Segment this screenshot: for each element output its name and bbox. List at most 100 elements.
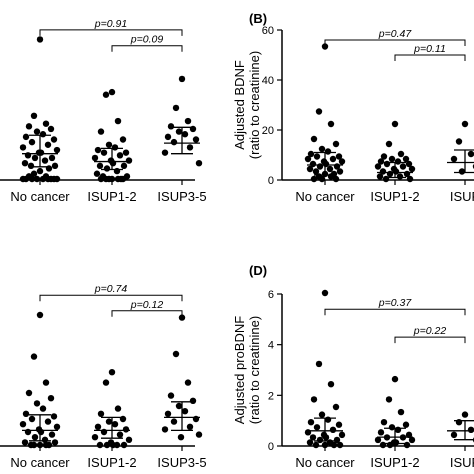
x-category-label: No cancer xyxy=(295,189,355,204)
data-point xyxy=(313,153,321,160)
y-tick-label: 40 xyxy=(262,75,274,87)
data-point xyxy=(108,88,116,96)
y-tick-label: 2 xyxy=(268,390,274,402)
data-point xyxy=(22,410,30,417)
data-point xyxy=(380,153,388,160)
data-point xyxy=(177,434,185,441)
data-point xyxy=(408,165,416,173)
x-category-label: ISUP1-2 xyxy=(87,455,136,470)
data-point xyxy=(97,410,105,417)
data-point xyxy=(467,150,474,158)
data-point xyxy=(316,436,324,444)
data-point xyxy=(21,439,29,446)
data-point xyxy=(405,431,413,439)
data-point xyxy=(394,158,402,165)
data-point xyxy=(31,434,39,441)
data-point xyxy=(377,158,385,165)
data-point xyxy=(392,168,400,175)
data-point xyxy=(116,431,124,438)
p-value-label: p=0.22 xyxy=(413,325,447,337)
x-category-label: No cancer xyxy=(10,455,70,470)
data-point xyxy=(397,150,405,158)
data-point xyxy=(105,141,113,148)
chart-panel-3: No cancer ISUP1-2 ISUP3-5 p=0.74p=0.12 xyxy=(0,283,207,470)
x-category-label: No cancer xyxy=(295,455,355,470)
panel-label: (D) xyxy=(249,263,267,278)
y-tick-label: 4 xyxy=(268,340,274,352)
data-point xyxy=(103,165,111,172)
data-point xyxy=(28,415,36,423)
data-point xyxy=(327,381,335,388)
data-point xyxy=(30,170,38,177)
data-point xyxy=(329,155,337,163)
p-value-label: p=0.91 xyxy=(94,18,127,30)
data-point xyxy=(312,168,320,175)
data-point xyxy=(33,175,41,183)
p-value-label: p=0.09 xyxy=(130,34,164,46)
data-point xyxy=(170,138,178,146)
data-point xyxy=(406,175,414,183)
data-point xyxy=(125,157,133,164)
y-axis-title-line: Adjusted BDNF xyxy=(232,60,247,150)
y-tick-label: 0 xyxy=(268,441,274,453)
data-point xyxy=(28,138,36,146)
data-point xyxy=(332,403,340,411)
data-point xyxy=(175,402,183,410)
data-point xyxy=(105,418,113,425)
data-point xyxy=(175,128,183,135)
data-point xyxy=(461,120,469,128)
data-point xyxy=(96,162,104,170)
data-point xyxy=(125,436,133,443)
data-point xyxy=(386,441,394,449)
y-axis-title: Adjusted proBDNF(ratio to creatinine) xyxy=(232,316,262,424)
data-point xyxy=(450,431,458,439)
data-point xyxy=(195,160,203,167)
data-point xyxy=(94,423,102,430)
data-point xyxy=(307,419,315,426)
data-point xyxy=(103,441,111,449)
data-point xyxy=(382,175,390,183)
data-point xyxy=(322,160,330,168)
data-point xyxy=(100,149,108,156)
data-point xyxy=(394,426,402,433)
data-point xyxy=(327,120,335,128)
data-point xyxy=(42,120,50,127)
significance-bracket xyxy=(111,310,183,317)
data-point xyxy=(51,439,59,446)
data-point xyxy=(93,170,101,177)
p-value-label: p=0.37 xyxy=(378,297,413,309)
data-point xyxy=(338,431,346,439)
data-point xyxy=(19,175,27,183)
data-point xyxy=(392,439,400,446)
data-point xyxy=(164,133,172,141)
data-point xyxy=(336,168,344,175)
data-point xyxy=(307,150,315,158)
data-point xyxy=(172,104,180,112)
significance-bracket xyxy=(39,29,183,36)
data-point xyxy=(450,155,458,163)
data-point xyxy=(39,405,47,412)
data-point xyxy=(189,397,197,404)
data-point xyxy=(161,426,169,433)
data-point xyxy=(33,128,41,135)
data-point xyxy=(388,424,396,431)
data-point xyxy=(53,423,61,430)
data-point xyxy=(161,149,169,156)
data-point xyxy=(113,441,121,449)
data-point xyxy=(48,431,56,438)
data-point xyxy=(25,123,33,130)
data-point xyxy=(399,163,407,170)
y-tick-label: 0 xyxy=(268,175,274,187)
data-point xyxy=(326,165,334,173)
data-point xyxy=(47,395,55,402)
data-point xyxy=(28,175,36,183)
data-point xyxy=(170,418,178,425)
data-point xyxy=(111,144,119,151)
data-point xyxy=(310,135,318,143)
data-point xyxy=(391,375,399,383)
data-point xyxy=(50,136,58,143)
data-point xyxy=(27,162,35,170)
y-axis-title-line: (ratio to creatinine) xyxy=(247,316,262,424)
significance-bracket xyxy=(394,336,466,344)
data-point xyxy=(122,149,130,156)
